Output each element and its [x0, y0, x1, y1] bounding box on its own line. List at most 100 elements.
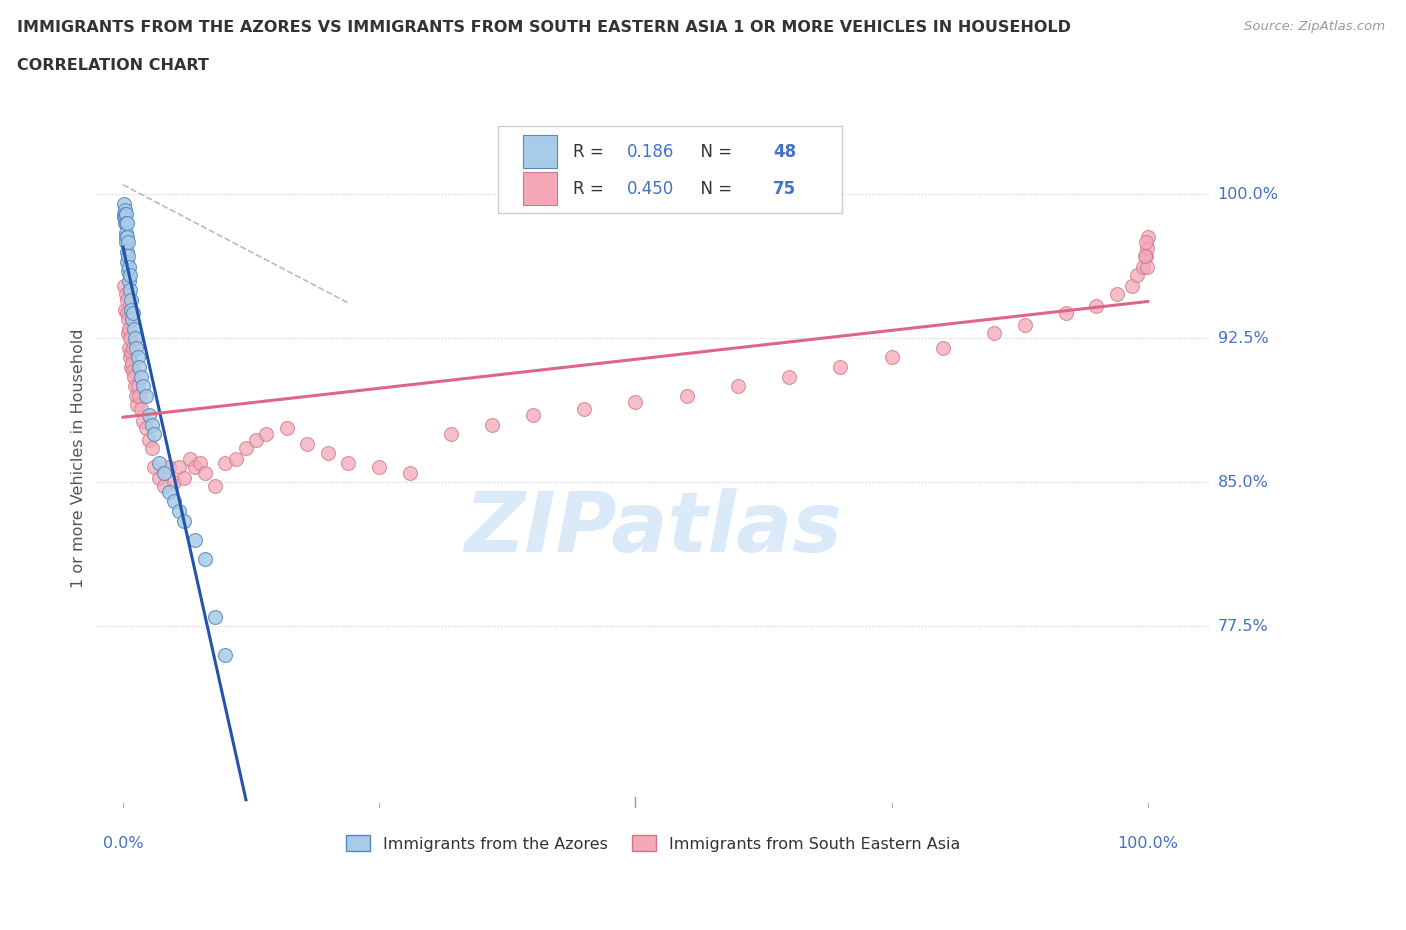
- Point: [173, 513, 195, 528]
- Point: [121, 356, 143, 371]
- Point: [194, 465, 217, 480]
- Point: [153, 479, 176, 494]
- Point: [122, 369, 145, 384]
- FancyBboxPatch shape: [523, 172, 557, 206]
- Point: [114, 206, 136, 221]
- Text: 0.186: 0.186: [627, 142, 673, 161]
- Point: [127, 350, 149, 365]
- Text: N =: N =: [690, 142, 737, 161]
- Text: Source: ZipAtlas.com: Source: ZipAtlas.com: [1244, 20, 1385, 33]
- Point: [117, 326, 139, 340]
- Point: [148, 456, 170, 471]
- Point: [316, 446, 339, 461]
- FancyBboxPatch shape: [523, 135, 557, 168]
- Point: [121, 312, 143, 326]
- Point: [117, 264, 139, 279]
- Point: [727, 379, 749, 393]
- Point: [1136, 229, 1159, 244]
- Point: [214, 456, 236, 471]
- Point: [1126, 268, 1149, 283]
- Text: 77.5%: 77.5%: [1218, 618, 1268, 633]
- Point: [115, 292, 138, 307]
- Point: [125, 340, 148, 355]
- Text: CORRELATION CHART: CORRELATION CHART: [17, 58, 208, 73]
- Point: [1136, 241, 1159, 256]
- Point: [194, 551, 217, 566]
- Text: 48: 48: [773, 142, 796, 161]
- Point: [235, 440, 257, 455]
- Point: [173, 471, 195, 485]
- Point: [118, 321, 141, 336]
- Point: [337, 456, 360, 471]
- Point: [115, 254, 138, 269]
- Point: [122, 306, 145, 321]
- Point: [169, 503, 191, 518]
- Point: [204, 609, 226, 624]
- Point: [572, 402, 595, 417]
- Point: [115, 225, 138, 240]
- Point: [163, 475, 186, 490]
- Text: R =: R =: [574, 179, 609, 197]
- Point: [118, 273, 141, 288]
- Point: [127, 398, 149, 413]
- Text: 0.0%: 0.0%: [103, 836, 143, 851]
- Legend: Immigrants from the Azores, Immigrants from South Eastern Asia: Immigrants from the Azores, Immigrants f…: [340, 829, 966, 857]
- Point: [675, 389, 697, 404]
- Point: [830, 360, 852, 375]
- Point: [134, 421, 156, 436]
- Point: [983, 326, 1005, 340]
- Point: [440, 427, 463, 442]
- Text: 100.0%: 100.0%: [1118, 836, 1178, 851]
- Point: [276, 421, 298, 436]
- Point: [120, 302, 142, 317]
- Point: [778, 369, 800, 384]
- Point: [120, 331, 142, 346]
- Point: [122, 340, 145, 355]
- Point: [141, 440, 163, 455]
- Text: 85.0%: 85.0%: [1218, 474, 1268, 490]
- Point: [115, 216, 138, 231]
- Point: [118, 259, 141, 274]
- Point: [112, 196, 135, 211]
- Point: [179, 452, 201, 467]
- Point: [1014, 317, 1036, 332]
- Point: [153, 465, 176, 480]
- Point: [624, 394, 647, 409]
- Point: [141, 418, 163, 432]
- Point: [115, 306, 138, 321]
- Point: [122, 364, 145, 379]
- Point: [1105, 286, 1128, 301]
- Point: [522, 407, 544, 422]
- Point: [115, 229, 138, 244]
- Text: 0.450: 0.450: [627, 179, 673, 197]
- Point: [132, 413, 155, 428]
- Point: [1135, 248, 1157, 263]
- Point: [1135, 235, 1157, 250]
- Point: [115, 286, 138, 301]
- Point: [112, 279, 135, 294]
- FancyBboxPatch shape: [498, 126, 842, 213]
- Point: [131, 369, 153, 384]
- Point: [115, 245, 138, 259]
- Text: R =: R =: [574, 142, 609, 161]
- Point: [120, 268, 142, 283]
- Point: [120, 283, 142, 298]
- Point: [1132, 259, 1154, 274]
- Point: [245, 432, 267, 447]
- Point: [169, 459, 191, 474]
- Point: [117, 248, 139, 263]
- Point: [183, 532, 205, 547]
- Point: [183, 459, 205, 474]
- Point: [254, 427, 277, 442]
- Point: [148, 471, 170, 485]
- Point: [399, 465, 422, 480]
- Point: [132, 379, 155, 393]
- Point: [1054, 306, 1077, 321]
- Y-axis label: 1 or more Vehicles in Household: 1 or more Vehicles in Household: [72, 328, 86, 588]
- Point: [117, 235, 139, 250]
- Point: [115, 229, 138, 244]
- Point: [163, 494, 186, 509]
- Point: [142, 427, 165, 442]
- Point: [114, 302, 136, 317]
- Point: [134, 389, 156, 404]
